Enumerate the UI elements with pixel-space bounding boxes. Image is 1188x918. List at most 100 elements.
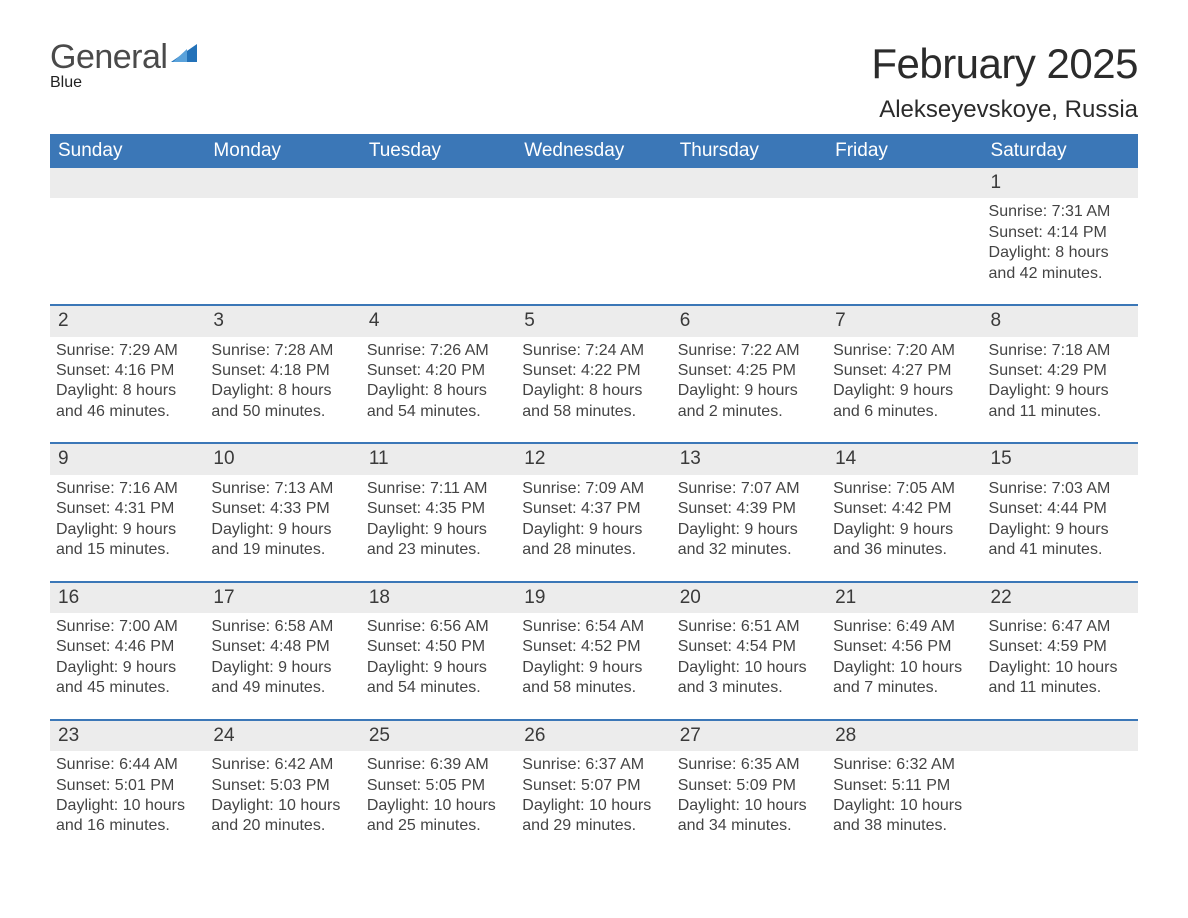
daylight-text-line1: Daylight: 10 hours (56, 796, 199, 816)
sunrise-text: Sunrise: 7:24 AM (522, 341, 665, 361)
day-number: 11 (361, 443, 516, 474)
day-detail: Sunrise: 6:47 AMSunset: 4:59 PMDaylight:… (983, 613, 1138, 720)
sunrise-text: Sunrise: 7:31 AM (989, 202, 1132, 222)
sunset-text: Sunset: 4:59 PM (989, 637, 1132, 657)
day-number: 15 (983, 443, 1138, 474)
day-number-row: 1 (50, 168, 1138, 198)
daylight-text-line2: and 19 minutes. (211, 540, 354, 560)
daylight-text-line2: and 7 minutes. (833, 678, 976, 698)
daylight-text-line1: Daylight: 9 hours (833, 520, 976, 540)
day-number-row: 232425262728 (50, 720, 1138, 751)
sunrise-text: Sunrise: 6:35 AM (678, 755, 821, 775)
sunset-text: Sunset: 4:14 PM (989, 223, 1132, 243)
sunset-text: Sunset: 4:16 PM (56, 361, 199, 381)
daylight-text-line2: and 28 minutes. (522, 540, 665, 560)
day-detail: Sunrise: 7:16 AMSunset: 4:31 PMDaylight:… (50, 475, 205, 582)
sunset-text: Sunset: 4:22 PM (522, 361, 665, 381)
day-number: 12 (516, 443, 671, 474)
daylight-text-line1: Daylight: 9 hours (211, 520, 354, 540)
empty-day-number (827, 168, 982, 198)
daylight-text-line1: Daylight: 9 hours (522, 658, 665, 678)
daylight-text-line2: and 58 minutes. (522, 678, 665, 698)
day-detail: Sunrise: 7:20 AMSunset: 4:27 PMDaylight:… (827, 337, 982, 444)
day-number: 22 (983, 582, 1138, 613)
day-number: 3 (205, 305, 360, 336)
empty-day-detail (361, 198, 516, 305)
day-detail: Sunrise: 7:13 AMSunset: 4:33 PMDaylight:… (205, 475, 360, 582)
sunset-text: Sunset: 5:01 PM (56, 776, 199, 796)
day-detail-row: Sunrise: 6:44 AMSunset: 5:01 PMDaylight:… (50, 751, 1138, 857)
sunset-text: Sunset: 4:31 PM (56, 499, 199, 519)
weekday-header: Wednesday (516, 134, 671, 168)
daylight-text-line2: and 3 minutes. (678, 678, 821, 698)
daylight-text-line1: Daylight: 9 hours (678, 520, 821, 540)
top-bar: General Blue February 2025 Alekseyevskoy… (50, 40, 1138, 124)
sunrise-text: Sunrise: 7:03 AM (989, 479, 1132, 499)
daylight-text-line1: Daylight: 9 hours (522, 520, 665, 540)
day-number: 23 (50, 720, 205, 751)
sunset-text: Sunset: 4:52 PM (522, 637, 665, 657)
daylight-text-line2: and 16 minutes. (56, 816, 199, 836)
day-number-row: 2345678 (50, 305, 1138, 336)
daylight-text-line2: and 54 minutes. (367, 678, 510, 698)
sunset-text: Sunset: 4:35 PM (367, 499, 510, 519)
day-detail: Sunrise: 7:29 AMSunset: 4:16 PMDaylight:… (50, 337, 205, 444)
calendar-page: General Blue February 2025 Alekseyevskoy… (0, 0, 1188, 897)
daylight-text-line2: and 38 minutes. (833, 816, 976, 836)
daylight-text-line1: Daylight: 10 hours (211, 796, 354, 816)
sunset-text: Sunset: 4:42 PM (833, 499, 976, 519)
title-block: February 2025 Alekseyevskoye, Russia (871, 40, 1138, 124)
day-number: 25 (361, 720, 516, 751)
daylight-text-line1: Daylight: 9 hours (211, 658, 354, 678)
daylight-text-line2: and 45 minutes. (56, 678, 199, 698)
daylight-text-line1: Daylight: 9 hours (833, 381, 976, 401)
weekday-header: Thursday (672, 134, 827, 168)
empty-day-number (205, 168, 360, 198)
sunrise-text: Sunrise: 6:47 AM (989, 617, 1132, 637)
day-detail: Sunrise: 6:44 AMSunset: 5:01 PMDaylight:… (50, 751, 205, 857)
sunrise-text: Sunrise: 6:37 AM (522, 755, 665, 775)
day-number-row: 9101112131415 (50, 443, 1138, 474)
sunrise-text: Sunrise: 7:29 AM (56, 341, 199, 361)
sunset-text: Sunset: 4:50 PM (367, 637, 510, 657)
day-number: 9 (50, 443, 205, 474)
daylight-text-line1: Daylight: 9 hours (989, 520, 1132, 540)
calendar-table: SundayMondayTuesdayWednesdayThursdayFrid… (50, 134, 1138, 857)
sunrise-text: Sunrise: 6:58 AM (211, 617, 354, 637)
daylight-text-line1: Daylight: 9 hours (56, 520, 199, 540)
empty-day-detail (50, 198, 205, 305)
day-detail: Sunrise: 7:00 AMSunset: 4:46 PMDaylight:… (50, 613, 205, 720)
day-number: 26 (516, 720, 671, 751)
sunrise-text: Sunrise: 6:49 AM (833, 617, 976, 637)
daylight-text-line1: Daylight: 9 hours (989, 381, 1132, 401)
daylight-text-line2: and 58 minutes. (522, 402, 665, 422)
daylight-text-line1: Daylight: 8 hours (989, 243, 1132, 263)
weekday-header: Sunday (50, 134, 205, 168)
daylight-text-line1: Daylight: 10 hours (678, 658, 821, 678)
sunset-text: Sunset: 4:56 PM (833, 637, 976, 657)
sunset-text: Sunset: 4:20 PM (367, 361, 510, 381)
daylight-text-line2: and 23 minutes. (367, 540, 510, 560)
sunrise-text: Sunrise: 7:20 AM (833, 341, 976, 361)
day-detail: Sunrise: 7:03 AMSunset: 4:44 PMDaylight:… (983, 475, 1138, 582)
sunrise-text: Sunrise: 6:51 AM (678, 617, 821, 637)
day-number: 14 (827, 443, 982, 474)
daylight-text-line2: and 54 minutes. (367, 402, 510, 422)
day-number: 1 (983, 168, 1138, 198)
day-number: 2 (50, 305, 205, 336)
day-number: 21 (827, 582, 982, 613)
day-detail: Sunrise: 6:58 AMSunset: 4:48 PMDaylight:… (205, 613, 360, 720)
weekday-header-row: SundayMondayTuesdayWednesdayThursdayFrid… (50, 134, 1138, 168)
sunrise-text: Sunrise: 7:13 AM (211, 479, 354, 499)
sunrise-text: Sunrise: 6:39 AM (367, 755, 510, 775)
day-number: 27 (672, 720, 827, 751)
day-number: 8 (983, 305, 1138, 336)
sunrise-text: Sunrise: 6:44 AM (56, 755, 199, 775)
daylight-text-line2: and 50 minutes. (211, 402, 354, 422)
sunrise-text: Sunrise: 7:05 AM (833, 479, 976, 499)
day-number: 4 (361, 305, 516, 336)
brand-word-blue: Blue (50, 74, 197, 92)
daylight-text-line1: Daylight: 9 hours (56, 658, 199, 678)
empty-day-detail (983, 751, 1138, 857)
day-detail: Sunrise: 6:37 AMSunset: 5:07 PMDaylight:… (516, 751, 671, 857)
